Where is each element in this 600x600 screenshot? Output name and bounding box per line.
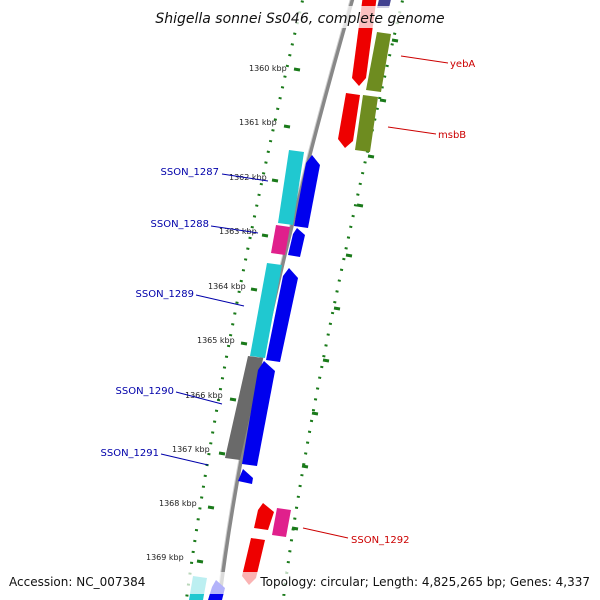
accession-text: Accession: NC_007384 — [9, 575, 145, 589]
feature-SSON_1287-blue[interactable] — [294, 155, 320, 228]
gene-label-yebA[interactable]: yebA — [450, 59, 475, 70]
outer-major-ticks — [291, 38, 399, 531]
feature-SSON_1291-blue[interactable] — [238, 469, 253, 484]
feature-SSON_1288-magenta[interactable] — [271, 225, 290, 255]
tick-label-1368: 1368 kbp — [159, 499, 197, 508]
feature-SSON_1292-red[interactable] — [254, 503, 274, 530]
map-title: Shigella sonnei Ss046, complete genome — [155, 11, 444, 27]
gene-label-SSON_1292[interactable]: SSON_1292 — [351, 535, 410, 546]
gene-label-SSON_1287[interactable]: SSON_1287 — [161, 167, 220, 178]
gene-label-SSON_1289[interactable]: SSON_1289 — [136, 289, 195, 300]
title-backdrop — [150, 6, 450, 28]
tick-label-1361: 1361 kbp — [239, 118, 277, 127]
inner-major-ticks — [196, 67, 301, 564]
gene-label-msbB[interactable]: msbB — [438, 130, 466, 141]
gene-label-SSON_1288[interactable]: SSON_1288 — [151, 219, 210, 230]
tick-label-1367: 1367 kbp — [172, 445, 210, 454]
outer-tick-ring — [281, 0, 405, 600]
gene-label-SSON_1291[interactable]: SSON_1291 — [101, 448, 160, 459]
feature-SSON_1290-blue[interactable] — [242, 361, 275, 466]
feature-yebA-olive[interactable] — [366, 32, 391, 92]
feature-msbB-red[interactable] — [338, 93, 360, 148]
feature-SSON_1287-cyan[interactable] — [278, 150, 304, 225]
gene-label-SSON_1290[interactable]: SSON_1290 — [116, 386, 175, 397]
feature-SSON_1289-blue[interactable] — [266, 268, 298, 362]
tick-label-1365: 1365 kbp — [197, 336, 235, 345]
feature-SSON_1289-cyan[interactable] — [250, 263, 282, 358]
feature-SSON_1288-blue[interactable] — [288, 228, 305, 257]
feature-SSON_1290-gray[interactable] — [225, 356, 263, 460]
label-leader-lines — [160, 55, 449, 539]
tick-label-1363: 1363 kbp — [219, 227, 257, 236]
tick-label-1366: 1366 kbp — [185, 391, 223, 400]
tick-label-1364: 1364 kbp — [208, 282, 246, 291]
feature-SSON_1292-magenta[interactable] — [272, 508, 291, 537]
feature-msbB-olive[interactable] — [355, 95, 378, 152]
tick-label-1360: 1360 kbp — [249, 64, 287, 73]
topology-text: Topology: circular; Length: 4,825,265 bp… — [259, 575, 590, 589]
tick-label-1369: 1369 kbp — [146, 553, 184, 562]
footer-backdrop — [0, 572, 600, 594]
